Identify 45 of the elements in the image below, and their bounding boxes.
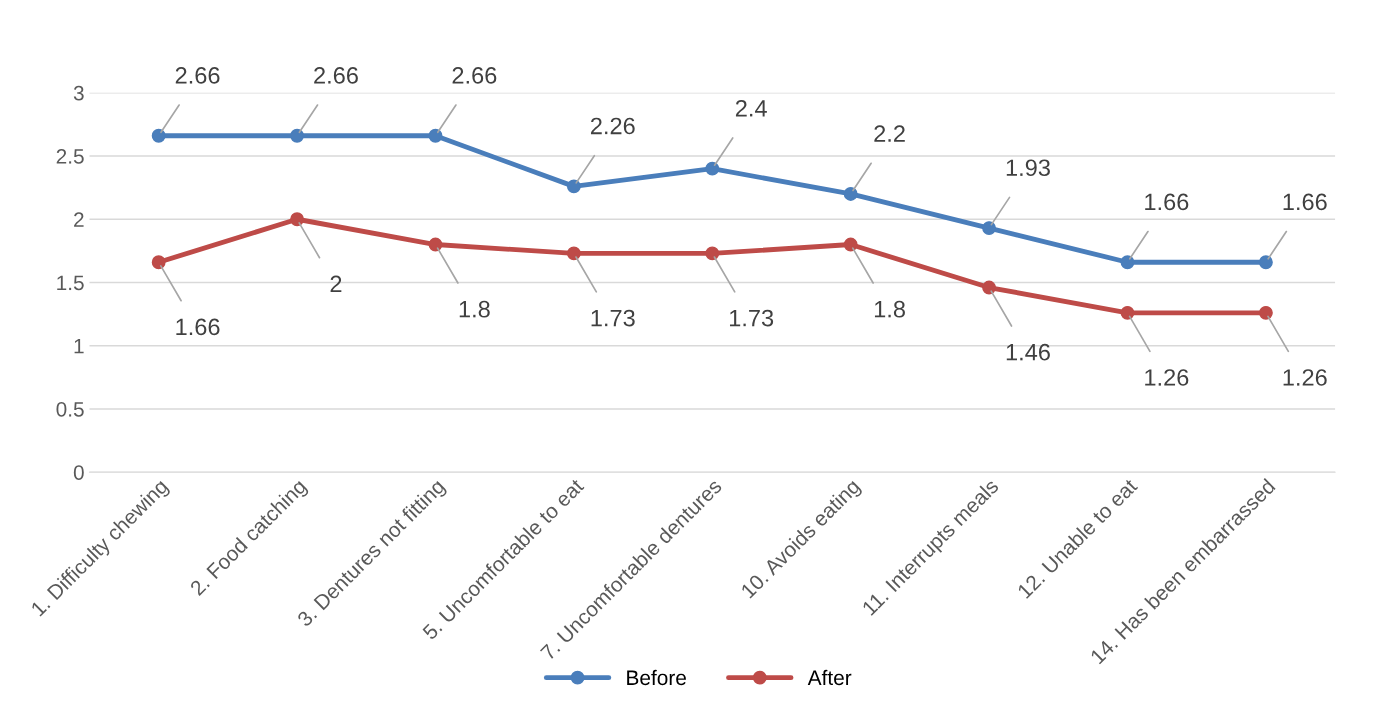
point bbox=[566, 246, 581, 261]
data-label: 2.4 bbox=[735, 99, 767, 117]
data-label: 2.2 bbox=[874, 125, 905, 142]
data-label: 1.66 bbox=[176, 318, 220, 336]
data-label: 1.8 bbox=[874, 300, 905, 318]
point bbox=[428, 237, 443, 252]
point bbox=[843, 237, 858, 252]
data-label: 1.73 bbox=[730, 309, 774, 327]
data-label: 1.93 bbox=[1006, 159, 1050, 177]
data-label: 2.66 bbox=[452, 67, 497, 84]
point bbox=[982, 221, 997, 236]
point bbox=[1120, 255, 1135, 270]
data-label: 1.66 bbox=[1145, 193, 1189, 211]
data-label: 1.46 bbox=[1006, 343, 1050, 361]
point bbox=[290, 128, 305, 143]
data-label: 2.66 bbox=[314, 67, 358, 84]
point bbox=[151, 128, 166, 143]
data-label: 2.26 bbox=[590, 117, 635, 135]
point bbox=[290, 212, 305, 227]
y-tick-label: 1 bbox=[74, 338, 84, 354]
point bbox=[982, 280, 997, 295]
data-label: 1.26 bbox=[1145, 369, 1189, 386]
legend-label: Before bbox=[627, 669, 686, 686]
point bbox=[705, 246, 720, 261]
y-tick-label: 2.5 bbox=[56, 149, 84, 164]
data-label: 1.73 bbox=[591, 309, 635, 327]
point bbox=[151, 255, 166, 270]
y-tick-label: 0 bbox=[73, 465, 84, 480]
point bbox=[1258, 305, 1273, 320]
point bbox=[566, 179, 581, 194]
point bbox=[1258, 255, 1273, 270]
data-label: 1.8 bbox=[459, 300, 490, 318]
data-label: 1.26 bbox=[1283, 369, 1327, 386]
legend-label: After bbox=[807, 669, 852, 686]
y-tick-label: 3 bbox=[73, 85, 84, 101]
y-tick-label: 1.5 bbox=[57, 275, 84, 291]
point bbox=[843, 186, 858, 201]
point bbox=[428, 128, 443, 143]
data-label: 2 bbox=[330, 275, 342, 293]
point bbox=[1120, 305, 1135, 320]
data-label: 2.66 bbox=[175, 67, 220, 84]
data-label: 1.66 bbox=[1283, 193, 1327, 211]
y-tick-label: 2 bbox=[74, 212, 84, 227]
point bbox=[705, 161, 720, 176]
y-tick-label: 0.5 bbox=[56, 401, 84, 417]
